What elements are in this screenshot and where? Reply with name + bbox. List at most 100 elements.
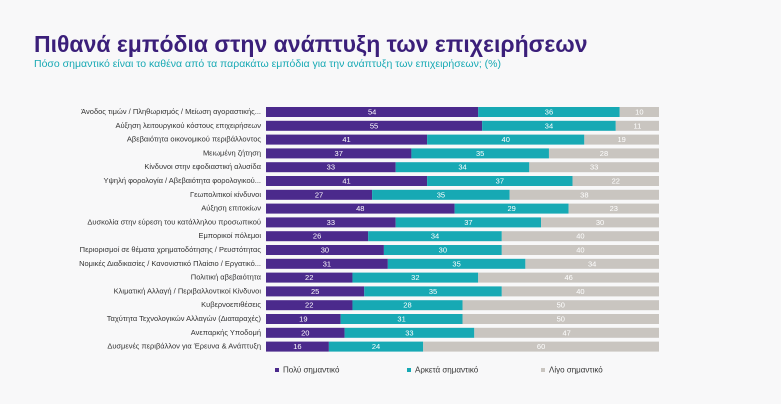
bar-segment <box>529 162 659 173</box>
value-label: 41 <box>342 135 350 144</box>
value-label: 38 <box>580 190 588 199</box>
value-label: 29 <box>507 204 515 213</box>
bar-segment <box>478 272 659 283</box>
value-label: 36 <box>545 107 553 116</box>
bar-segment <box>509 189 659 200</box>
value-label: 31 <box>397 314 405 323</box>
y-tick-label: Δυσμενές περιβάλλον για Έρευνα & Ανάπτυξ… <box>107 342 261 351</box>
bar-segment <box>572 176 659 186</box>
bar-segment <box>383 245 502 255</box>
bar-segment <box>462 314 659 324</box>
value-label: 28 <box>600 149 608 158</box>
bar-segment <box>427 134 585 145</box>
value-label: 22 <box>305 273 313 282</box>
bar-segment <box>364 286 502 297</box>
bar-segment <box>344 327 475 338</box>
y-tick-label: Αύξηση λειτουργικού κόστους επιχειρήσεων <box>115 121 261 130</box>
bar-segment <box>395 217 542 228</box>
legend-label: Αρκετά σημαντικό <box>415 366 479 375</box>
y-tick-label: Εμπορικοί πόλεμοι <box>198 231 261 240</box>
bar-segment <box>501 286 659 297</box>
value-label: 60 <box>537 342 545 351</box>
bar-segment <box>548 148 659 159</box>
bar-segment <box>368 231 502 242</box>
value-label: 41 <box>342 176 350 185</box>
value-label: 37 <box>496 176 504 185</box>
value-label: 31 <box>323 259 331 268</box>
y-tick-label: Κυβερνοεπιθέσεις <box>201 300 261 309</box>
value-label: 30 <box>439 245 447 254</box>
bar-segment <box>266 245 384 255</box>
y-tick-label: Πολιτική αβεβαιότητα <box>191 273 262 282</box>
bar-segment <box>478 107 620 117</box>
value-label: 20 <box>301 328 309 337</box>
bar-segment <box>568 203 659 214</box>
value-label: 40 <box>576 287 584 296</box>
bar-segment <box>266 272 353 283</box>
bar-segment <box>454 203 569 214</box>
bar-segment <box>266 120 483 131</box>
value-label: 50 <box>557 314 565 323</box>
value-label: 26 <box>313 232 321 241</box>
value-label: 54 <box>368 107 376 116</box>
value-label: 47 <box>562 328 570 337</box>
bar-segment <box>352 300 463 311</box>
legend-marker <box>541 368 545 372</box>
value-label: 33 <box>405 328 413 337</box>
bar-segment <box>411 148 549 159</box>
y-tick-label: Ανεπαρκής Υποδομή <box>191 328 261 337</box>
value-label: 48 <box>356 204 364 213</box>
value-label: 22 <box>305 301 313 310</box>
value-label: 32 <box>411 273 419 282</box>
bar-segment <box>619 107 659 117</box>
value-label: 30 <box>596 218 604 227</box>
legend-marker <box>407 368 411 372</box>
bar-segment <box>372 189 510 200</box>
bar-segment <box>266 148 412 159</box>
value-label: 24 <box>372 342 380 351</box>
legend-label: Λίγο σημαντικό <box>549 366 603 375</box>
value-label: 28 <box>403 301 411 310</box>
bar-segment <box>266 231 369 242</box>
value-label: 19 <box>617 135 625 144</box>
y-tick-label: Κίνδυνοι στην εφοδιαστική αλυσίδα <box>144 162 261 171</box>
bar-segment <box>266 341 329 352</box>
value-label: 11 <box>633 121 641 130</box>
bar-segment <box>266 176 428 186</box>
y-tick-label: Άνοδος τιμών / Πληθωρισμός / Μείωση αγορ… <box>81 107 261 116</box>
value-label: 23 <box>610 204 618 213</box>
bar-segment <box>266 203 455 214</box>
bar-segment <box>352 272 479 283</box>
value-label: 46 <box>564 273 572 282</box>
value-label: 34 <box>431 232 439 241</box>
value-label: 25 <box>311 287 319 296</box>
bar-segment <box>525 258 659 269</box>
bar-segment <box>584 134 659 145</box>
bar-segment <box>427 176 573 186</box>
value-label: 34 <box>545 121 553 130</box>
bar-segment <box>266 217 396 228</box>
bar-segment <box>266 162 396 173</box>
y-tick-label: Γεωπολιτικοί κίνδυνοι <box>190 190 261 199</box>
y-tick-label: Αβεβαιότητα οικονομικού περιβάλλοντος <box>127 135 261 144</box>
value-label: 55 <box>370 121 378 130</box>
value-label: 33 <box>590 163 598 172</box>
bar-segment <box>541 217 659 228</box>
bar-segment <box>266 327 345 338</box>
value-label: 34 <box>458 163 466 172</box>
bar-segment <box>266 107 479 117</box>
value-label: 33 <box>327 218 335 227</box>
bar-segment <box>501 245 659 255</box>
bar-segment <box>266 314 341 324</box>
bar-segment <box>340 314 463 324</box>
value-label: 34 <box>588 259 596 268</box>
chart-title: Πιθανά εμπόδια στην ανάπτυξη των επιχειρ… <box>34 31 588 57</box>
value-label: 35 <box>429 287 437 296</box>
value-label: 37 <box>464 218 472 227</box>
bar-segment <box>462 300 659 311</box>
y-tick-label: Νομικές Διαδικασίες / Κανονιστικό Πλαίσι… <box>79 259 261 268</box>
value-label: 40 <box>576 232 584 241</box>
value-label: 22 <box>612 176 620 185</box>
value-label: 30 <box>321 245 329 254</box>
